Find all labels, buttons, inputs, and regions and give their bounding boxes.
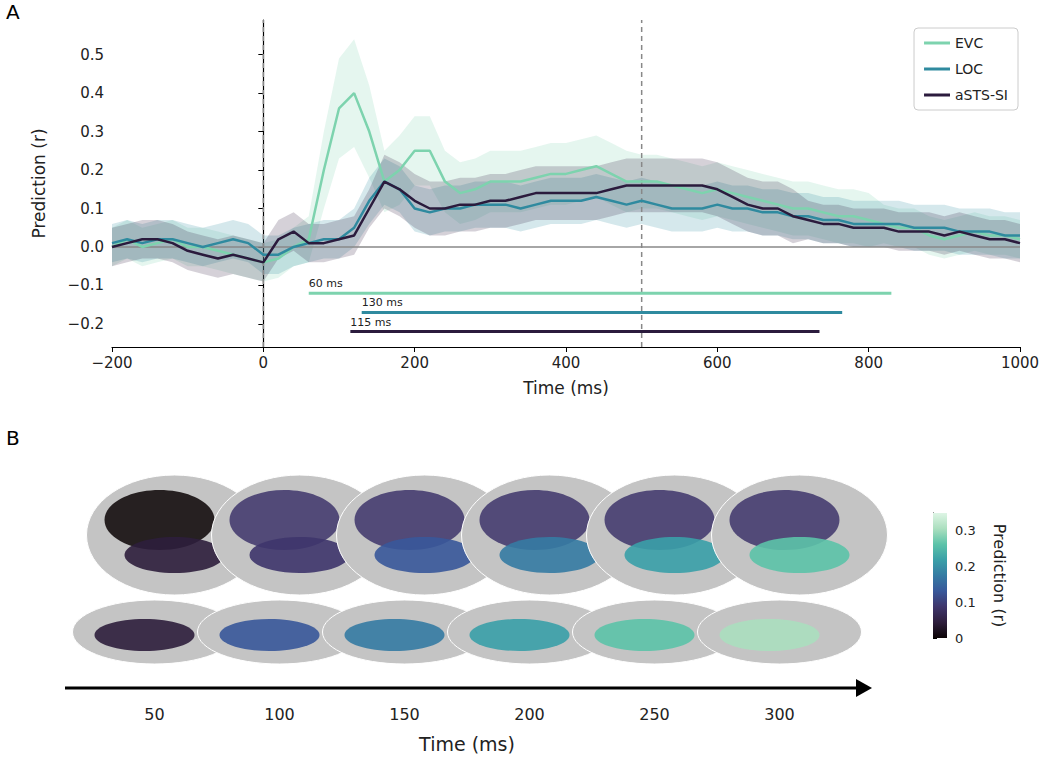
svg-text:0: 0 bbox=[259, 354, 269, 372]
svg-text:−0.1: −0.1 bbox=[68, 276, 104, 294]
svg-text:0.3: 0.3 bbox=[80, 123, 104, 141]
svg-text:0.2: 0.2 bbox=[955, 559, 976, 574]
svg-text:0: 0 bbox=[955, 631, 963, 646]
svg-text:EVC: EVC bbox=[955, 35, 983, 51]
svg-text:60 ms: 60 ms bbox=[309, 277, 343, 290]
svg-text:Prediction (r): Prediction (r) bbox=[990, 524, 1009, 628]
svg-text:Prediction (r): Prediction (r) bbox=[29, 128, 49, 238]
svg-text:200: 200 bbox=[400, 354, 429, 372]
svg-text:50: 50 bbox=[144, 705, 164, 724]
svg-text:B: B bbox=[6, 426, 20, 450]
svg-text:0.2: 0.2 bbox=[80, 161, 104, 179]
svg-text:100: 100 bbox=[264, 705, 295, 724]
svg-text:Time (ms): Time (ms) bbox=[522, 378, 609, 398]
svg-text:600: 600 bbox=[703, 354, 732, 372]
svg-text:300: 300 bbox=[764, 705, 795, 724]
svg-text:0.4: 0.4 bbox=[80, 84, 104, 102]
svg-text:−200: −200 bbox=[91, 354, 132, 372]
svg-text:0.3: 0.3 bbox=[955, 523, 976, 538]
svg-text:250: 250 bbox=[639, 705, 670, 724]
svg-text:130 ms: 130 ms bbox=[362, 296, 403, 309]
svg-text:400: 400 bbox=[552, 354, 581, 372]
svg-text:800: 800 bbox=[854, 354, 883, 372]
svg-text:0.1: 0.1 bbox=[80, 200, 104, 218]
svg-text:0.1: 0.1 bbox=[955, 595, 976, 610]
svg-text:0.5: 0.5 bbox=[80, 46, 104, 64]
svg-text:−0.2: −0.2 bbox=[68, 315, 104, 333]
svg-text:LOC: LOC bbox=[955, 61, 983, 77]
svg-text:150: 150 bbox=[389, 705, 420, 724]
svg-text:200: 200 bbox=[514, 705, 545, 724]
svg-text:Time (ms): Time (ms) bbox=[418, 733, 515, 755]
svg-text:A: A bbox=[6, 0, 20, 24]
svg-text:0.0: 0.0 bbox=[80, 238, 104, 256]
svg-text:1000: 1000 bbox=[1001, 354, 1039, 372]
svg-text:115 ms: 115 ms bbox=[350, 316, 391, 329]
svg-text:aSTS-SI: aSTS-SI bbox=[955, 87, 1008, 103]
